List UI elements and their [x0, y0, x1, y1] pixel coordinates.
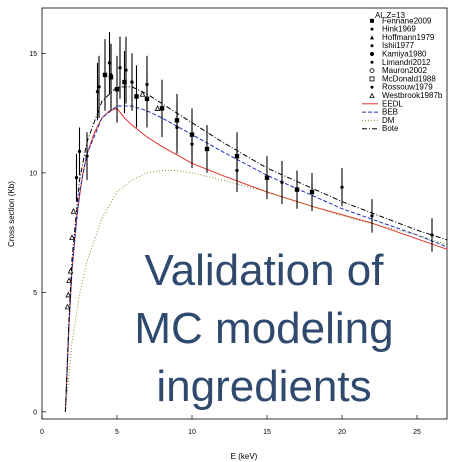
- legend-label: BEB: [382, 108, 398, 117]
- point-limandri2012: [124, 68, 128, 72]
- legend-marker: [370, 60, 374, 64]
- overlay-line: Validation of: [145, 246, 385, 295]
- legend-label: Bote: [382, 124, 399, 133]
- x-tick-label: 10: [188, 429, 196, 436]
- point-westbrook1987b: [139, 90, 146, 97]
- legend-marker: [370, 18, 374, 23]
- y-tick-label: 5: [33, 290, 37, 297]
- point-fennane2009: [114, 87, 120, 92]
- point-fennane2009: [264, 175, 270, 180]
- legend-label: Hoffmann1979: [382, 33, 435, 42]
- legend-label: Hink1969: [382, 25, 416, 34]
- legend-marker: [370, 27, 374, 31]
- x-tick-label: 25: [413, 429, 421, 436]
- data-points: [64, 31, 434, 310]
- x-tick-label: 20: [338, 429, 346, 436]
- curve-beb: [64, 105, 448, 412]
- point-hink1969: [77, 149, 82, 154]
- x-tick-label: 15: [263, 429, 271, 436]
- legend-marker: [370, 52, 374, 56]
- legend-marker: [370, 44, 374, 48]
- legend-marker: [369, 76, 375, 82]
- model-curves: [64, 86, 448, 412]
- legend-marker: [370, 85, 374, 89]
- point-hink1969: [430, 233, 434, 237]
- y-tick-label: 15: [29, 51, 37, 58]
- y-tick-label: 0: [33, 409, 37, 416]
- legend-label: McDonald1988: [382, 74, 436, 83]
- point-westbrook1987b: [69, 234, 75, 240]
- point-westbrook1987b: [64, 303, 71, 310]
- point-fennane2009: [204, 146, 210, 152]
- legend: Al, Z=13Fennane2009Hink1969Hoffmann1979I…: [362, 11, 443, 133]
- point-limandri2012: [97, 85, 101, 89]
- point-fennane2009: [309, 189, 315, 195]
- point-westbrook1987b: [65, 291, 72, 298]
- point-hink1969: [145, 82, 149, 87]
- legend-label: Mauron2002: [382, 66, 427, 75]
- point-ishii1977: [370, 214, 374, 218]
- point-hink1969: [280, 180, 284, 185]
- point-limandri2012: [74, 176, 79, 180]
- legend-marker: [369, 68, 375, 73]
- point-fennane2009: [294, 187, 300, 192]
- point-hink1969: [340, 185, 344, 189]
- overlay-line: MC modeling: [134, 304, 393, 353]
- x-tick-label: 0: [40, 429, 44, 436]
- axis-ticks: 0 5 10 15 20 25 0 5 10 15: [29, 51, 421, 436]
- point-hink1969: [190, 142, 194, 146]
- plot-frame: [41, 7, 448, 420]
- point-westbrook1987b: [66, 277, 72, 284]
- point-hink1969: [95, 89, 100, 94]
- legend-label: Fennane2009: [382, 16, 432, 25]
- legend-label: EEDL: [382, 99, 403, 108]
- legend-label: Kamiya1980: [382, 50, 427, 59]
- overlay-line: ingredients: [156, 362, 371, 411]
- point-fennane2009: [159, 106, 165, 111]
- point-fennane2009: [134, 94, 139, 99]
- curve-bote: [64, 86, 448, 412]
- legend-label: Rossouw1979: [382, 83, 433, 92]
- point-hink1969: [175, 125, 179, 130]
- point-fennane2009: [122, 79, 127, 85]
- point-westbrook1987b: [154, 105, 161, 111]
- y-tick-label: 10: [29, 170, 37, 177]
- legend-title: Al, Z=13: [375, 11, 406, 20]
- point-hink1969: [118, 66, 122, 70]
- y-axis-label: Cross section (Kb): [7, 181, 16, 247]
- point-hink1969: [85, 154, 89, 158]
- point-westbrook1987b: [67, 267, 74, 274]
- legend-label: Westbrook1987b: [382, 91, 443, 100]
- point-hink1969: [130, 80, 134, 84]
- point-fennane2009: [102, 72, 108, 78]
- point-westbrook1987b: [70, 208, 77, 214]
- point-hink1969: [235, 168, 239, 173]
- legend-marker: [370, 35, 374, 40]
- legend-marker: [369, 92, 375, 98]
- x-tick-label: 5: [115, 429, 119, 436]
- x-axis-label: E (keV): [231, 452, 258, 461]
- point-limandri2012: [109, 73, 113, 77]
- overlay-caption: Validation of MC modeling ingredients: [134, 246, 393, 411]
- point-hink1969: [107, 61, 112, 65]
- curve-dm: [64, 170, 448, 412]
- legend-label: Ishii1977: [382, 41, 415, 50]
- legend-label: Limandri2012: [382, 58, 431, 67]
- legend-label: DM: [382, 116, 395, 125]
